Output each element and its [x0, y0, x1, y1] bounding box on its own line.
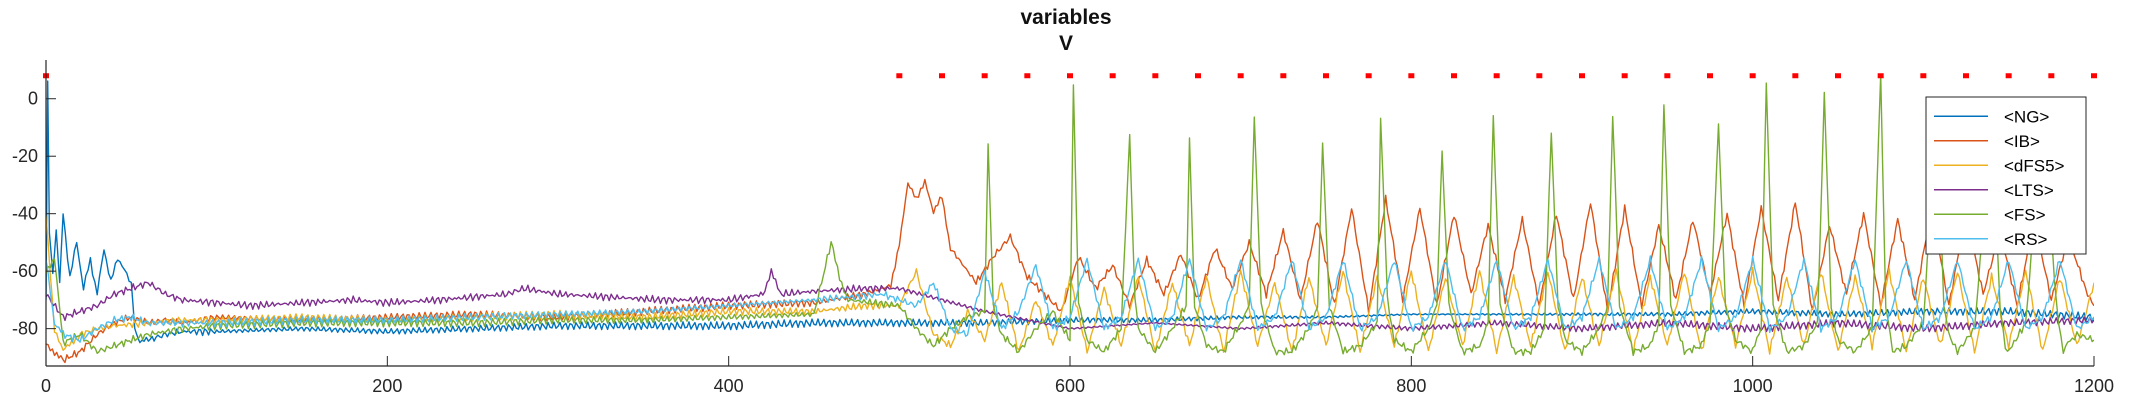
y-tick-label: -60: [12, 261, 38, 281]
legend-label: <RS>: [2004, 230, 2048, 249]
event-marker: [1323, 73, 1329, 79]
event-marker: [1408, 73, 1415, 79]
event-marker: [1792, 73, 1799, 79]
plot-area: [43, 73, 2097, 364]
y-tick-label: -20: [12, 146, 38, 166]
event-marker: [2091, 73, 2097, 79]
event-marker: [1280, 73, 1287, 79]
chart-title: variables: [1020, 6, 1111, 29]
event-marker: [1920, 73, 1927, 79]
y-tick-label: -40: [12, 204, 38, 224]
y-tick-label: 0: [28, 89, 38, 109]
event-marker: [1365, 73, 1372, 79]
x-tick-label: 800: [1396, 376, 1426, 396]
event-marker: [2048, 73, 2055, 79]
event-marker: [1067, 73, 1073, 79]
event-marker: [1152, 73, 1159, 79]
x-tick-label: 1000: [1733, 376, 1773, 396]
legend-label: <dFS5>: [2004, 156, 2065, 175]
y-tick-label: -80: [12, 319, 38, 339]
series-line-ib: [46, 178, 2094, 364]
event-marker: [1451, 73, 1457, 79]
event-marker: [1493, 73, 1500, 79]
event-marker: [1664, 73, 1671, 79]
legend-label: <NG>: [2004, 107, 2049, 126]
series-group: [46, 73, 2094, 364]
legend-label: <LTS>: [2004, 181, 2054, 200]
event-marker: [2005, 73, 2012, 79]
x-tick-label: 1200: [2074, 376, 2114, 396]
event-marker: [1963, 73, 1969, 79]
event-marker: [1024, 73, 1031, 79]
event-marker: [1237, 73, 1244, 79]
event-marker: [1579, 73, 1585, 79]
event-marker: [981, 73, 988, 79]
series-line-fs: [46, 73, 2094, 357]
legend-label: <FS>: [2004, 205, 2046, 224]
event-marker: [1877, 73, 1884, 79]
event-marker: [1621, 73, 1628, 79]
event-markers: [43, 73, 2097, 79]
axes: 0 200 400 600 800 1000 1200 0 -20 -40 -60 -80: [12, 60, 2114, 396]
event-marker: [1109, 73, 1116, 79]
legend-box: [1925, 96, 2087, 255]
event-marker: [1707, 73, 1713, 79]
chart-subtitle: V: [1059, 32, 1073, 55]
series-line-lts: [46, 268, 2094, 333]
event-marker: [1195, 73, 1201, 79]
legend-label: <IB>: [2004, 132, 2040, 151]
x-tick-label: 400: [714, 376, 744, 396]
event-marker: [1536, 73, 1543, 79]
event-marker: [939, 73, 945, 79]
series-line-rs: [46, 255, 2094, 343]
event-marker: [896, 73, 903, 79]
event-marker: [1835, 73, 1841, 79]
series-line-ng: [46, 80, 2094, 344]
x-tick-label: 0: [41, 376, 51, 396]
event-marker: [1749, 73, 1756, 79]
x-tick-label: 600: [1055, 376, 1085, 396]
x-tick-label: 200: [372, 376, 402, 396]
legend: <NG> <IB> <dFS5> <LTS> <FS> <RS>: [1925, 96, 2087, 255]
